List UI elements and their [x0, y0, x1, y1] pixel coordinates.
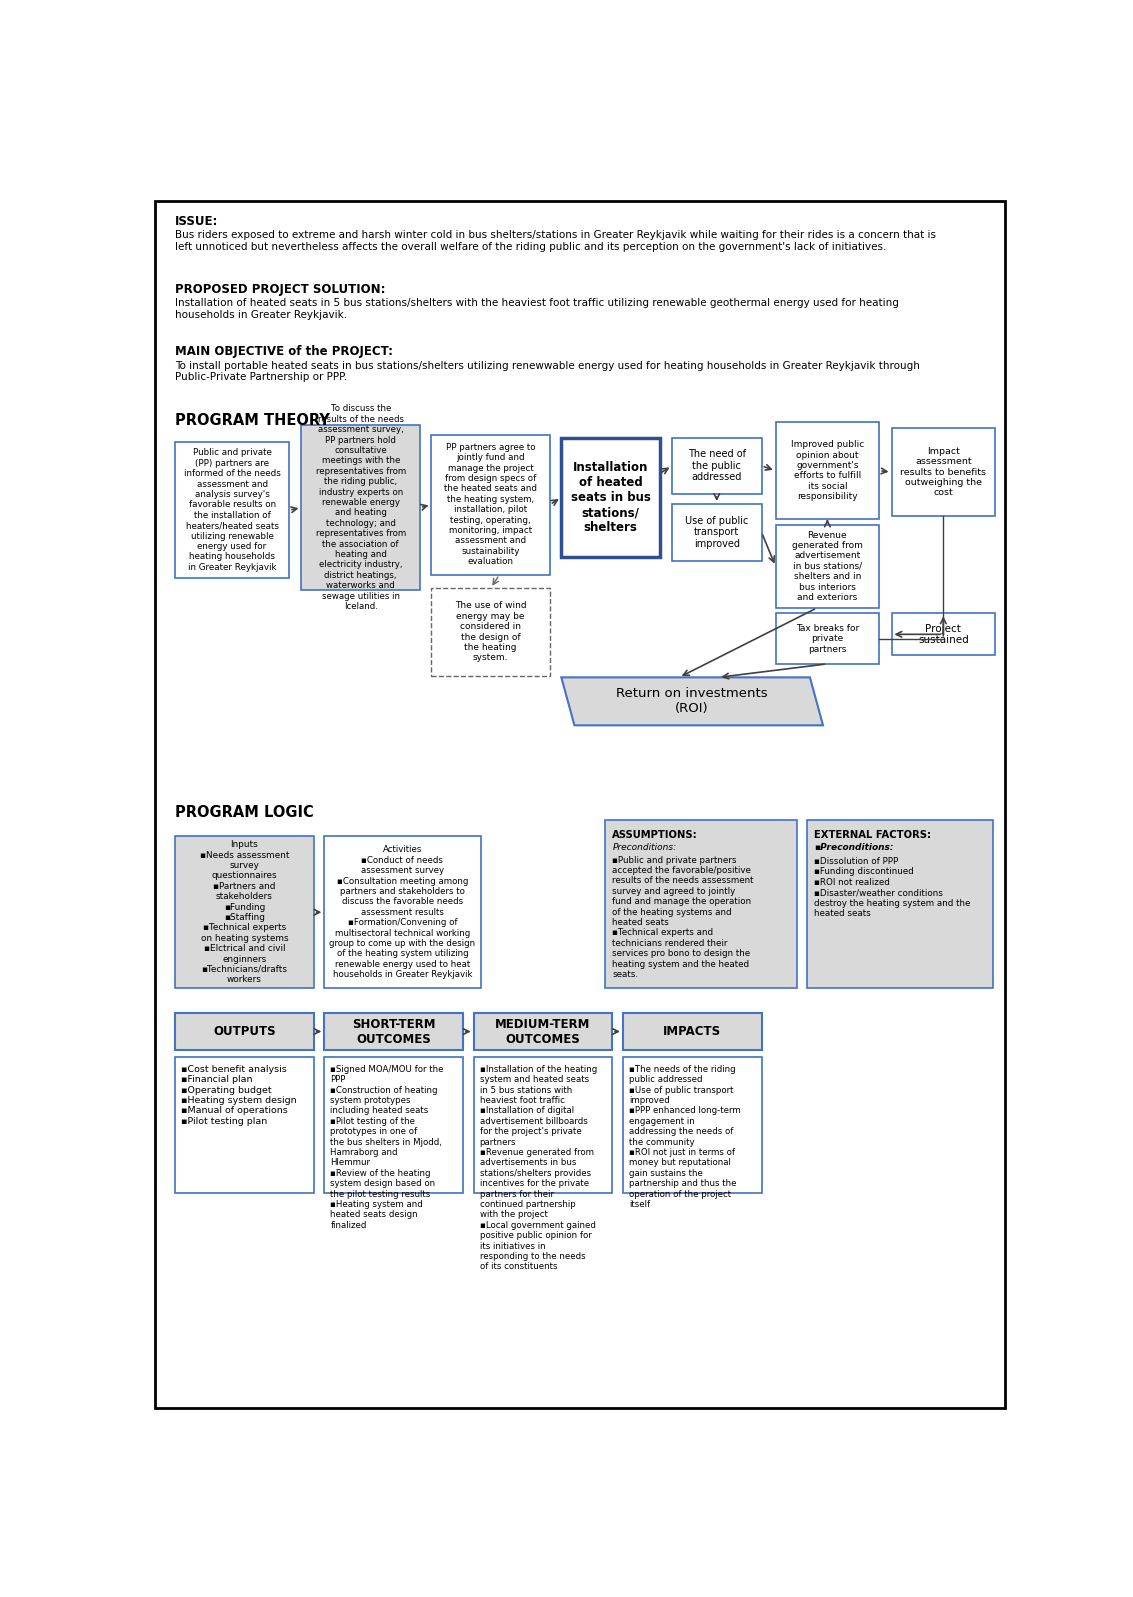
Text: Activities
▪Conduct of needs
assessment survey
▪Consultation meeting among
partn: Activities ▪Conduct of needs assessment …	[330, 845, 476, 979]
FancyBboxPatch shape	[174, 442, 289, 578]
FancyBboxPatch shape	[324, 1012, 463, 1049]
FancyBboxPatch shape	[324, 835, 480, 989]
FancyBboxPatch shape	[174, 1057, 314, 1193]
FancyBboxPatch shape	[807, 819, 994, 989]
Text: ▪Installation of the heating
system and heated seats
in 5 bus stations with
heav: ▪Installation of the heating system and …	[479, 1065, 597, 1271]
Text: Tax breaks for
private
partners: Tax breaks for private partners	[795, 624, 859, 653]
Text: ▪Signed MOA/MOU for the
PPP
▪Construction of heating
system prototypes
including: ▪Signed MOA/MOU for the PPP ▪Constructio…	[331, 1065, 444, 1230]
FancyBboxPatch shape	[301, 425, 420, 589]
Text: ASSUMPTIONS:: ASSUMPTIONS:	[612, 830, 698, 840]
FancyBboxPatch shape	[892, 613, 995, 655]
Text: The use of wind
energy may be
considered in
the design of
the heating
system.: The use of wind energy may be considered…	[454, 602, 527, 663]
FancyBboxPatch shape	[776, 422, 879, 519]
Text: Installation
of heated
seats in bus
stations/
shelters: Installation of heated seats in bus stat…	[571, 462, 650, 533]
Text: Use of public
transport
improved: Use of public transport improved	[685, 516, 749, 549]
Text: Revenue
generated from
advertisement
in bus stations/
shelters and in
bus interi: Revenue generated from advertisement in …	[792, 530, 863, 602]
Text: To discuss the
results of the needs
assessment survey,
PP partners hold
consulta: To discuss the results of the needs asse…	[316, 404, 406, 612]
FancyBboxPatch shape	[174, 835, 314, 989]
FancyBboxPatch shape	[561, 438, 659, 557]
Text: Public and private
(PP) partners are
informed of the needs
assessment and
analys: Public and private (PP) partners are inf…	[184, 449, 281, 572]
Text: PROGRAM LOGIC: PROGRAM LOGIC	[174, 805, 314, 821]
Text: Return on investments
(ROI): Return on investments (ROI)	[616, 687, 768, 715]
FancyBboxPatch shape	[432, 434, 550, 575]
Text: Bus riders exposed to extreme and harsh winter cold in bus shelters/stations in : Bus riders exposed to extreme and harsh …	[174, 230, 936, 252]
Text: PROGRAM THEORY: PROGRAM THEORY	[174, 414, 330, 428]
FancyBboxPatch shape	[324, 1057, 463, 1193]
FancyBboxPatch shape	[605, 819, 796, 989]
FancyBboxPatch shape	[623, 1057, 761, 1193]
Text: Inputs
▪Needs assessment
survey
questionnaires
▪Partners and
stakeholders
▪Fundi: Inputs ▪Needs assessment survey question…	[199, 840, 289, 984]
FancyBboxPatch shape	[776, 525, 879, 608]
Text: Installation of heated seats in 5 bus stations/shelters with the heaviest foot t: Installation of heated seats in 5 bus st…	[174, 299, 898, 319]
FancyBboxPatch shape	[672, 438, 761, 493]
Text: ▪Preconditions:: ▪Preconditions:	[815, 843, 894, 853]
Text: Impact
assessment
results to benefits
outweighing the
cost: Impact assessment results to benefits ou…	[901, 447, 987, 497]
Text: Improved public
opinion about
government's
efforts to fulfill
its social
respons: Improved public opinion about government…	[791, 441, 864, 501]
Text: SHORT-TERM
OUTCOMES: SHORT-TERM OUTCOMES	[352, 1017, 435, 1046]
Text: MAIN OBJECTIVE of the PROJECT:: MAIN OBJECTIVE of the PROJECT:	[174, 345, 393, 358]
Text: The need of
the public
addressed: The need of the public addressed	[688, 449, 746, 482]
FancyBboxPatch shape	[174, 1012, 314, 1049]
FancyBboxPatch shape	[474, 1057, 612, 1193]
Text: Preconditions:: Preconditions:	[612, 843, 676, 853]
Text: ▪The needs of the riding
public addressed
▪Use of public transport
improved
▪PPP: ▪The needs of the riding public addresse…	[629, 1065, 741, 1209]
FancyBboxPatch shape	[776, 613, 879, 664]
Text: ▪Public and private partners
accepted the favorable/positive
results of the need: ▪Public and private partners accepted th…	[612, 856, 753, 979]
FancyBboxPatch shape	[672, 505, 761, 561]
Text: OUTPUTS: OUTPUTS	[213, 1025, 275, 1038]
Text: To install portable heated seats in bus stations/shelters utilizing renewwable e: To install portable heated seats in bus …	[174, 361, 920, 382]
Text: ▪Dissolution of PPP
▪Funding discontinued
▪ROI not realized
▪Disaster/weather co: ▪Dissolution of PPP ▪Funding discontinue…	[815, 858, 971, 918]
FancyBboxPatch shape	[432, 588, 550, 676]
FancyBboxPatch shape	[474, 1012, 612, 1049]
Text: ▪Cost benefit analysis
▪Financial plan
▪Operating budget
▪Heating system design
: ▪Cost benefit analysis ▪Financial plan ▪…	[181, 1065, 297, 1126]
Text: EXTERNAL FACTORS:: EXTERNAL FACTORS:	[815, 830, 931, 840]
Text: PROPOSED PROJECT SOLUTION:: PROPOSED PROJECT SOLUTION:	[174, 283, 385, 295]
Text: IMPACTS: IMPACTS	[663, 1025, 722, 1038]
Text: Project
sustained: Project sustained	[918, 623, 969, 645]
Text: MEDIUM-TERM
OUTCOMES: MEDIUM-TERM OUTCOMES	[495, 1017, 590, 1046]
Text: ISSUE:: ISSUE:	[174, 216, 219, 228]
FancyBboxPatch shape	[892, 428, 995, 516]
Polygon shape	[561, 677, 823, 725]
Text: PP partners agree to
jointly fund and
manage the project
from design specs of
th: PP partners agree to jointly fund and ma…	[444, 442, 537, 567]
FancyBboxPatch shape	[623, 1012, 761, 1049]
